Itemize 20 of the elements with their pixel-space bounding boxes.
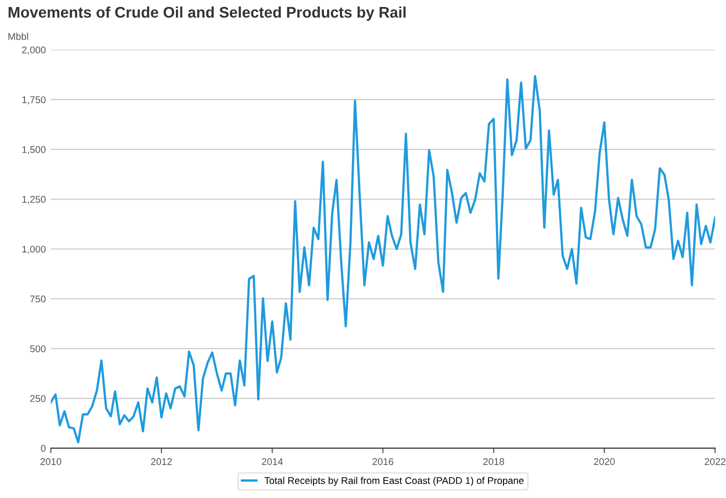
line-series [50, 74, 716, 444]
y-tick-label: 0 [40, 444, 46, 452]
x-tick-label: 2018 [483, 458, 504, 466]
y-tick-label: 1,000 [22, 246, 46, 254]
x-tick-label: 2020 [594, 458, 615, 466]
y-tick-label: 250 [30, 395, 46, 402]
y-tick-label: 500 [30, 345, 46, 352]
y-tick-label: 1,750 [22, 96, 46, 104]
chart-title: Movements of Crude Oil and Selected Products by Rail [8, 6, 406, 21]
y-tick-label: 2,000 [22, 46, 46, 55]
y-tick-label: 1,500 [22, 146, 46, 154]
x-tick-label: 2014 [262, 458, 283, 466]
y-tick-label: 750 [30, 296, 46, 302]
x-tick-label: 2022 [704, 458, 726, 466]
x-tick-label: 2012 [151, 458, 172, 466]
x-tick-label: 2016 [372, 458, 394, 466]
y-tick-label: 1,250 [22, 196, 46, 204]
y-axis-title: Mbbl [8, 32, 28, 40]
legend-label: Total Receipts by Rail from East Coast (PADD 1) of Propane [264, 476, 524, 486]
x-tick-label: 2010 [40, 458, 62, 466]
